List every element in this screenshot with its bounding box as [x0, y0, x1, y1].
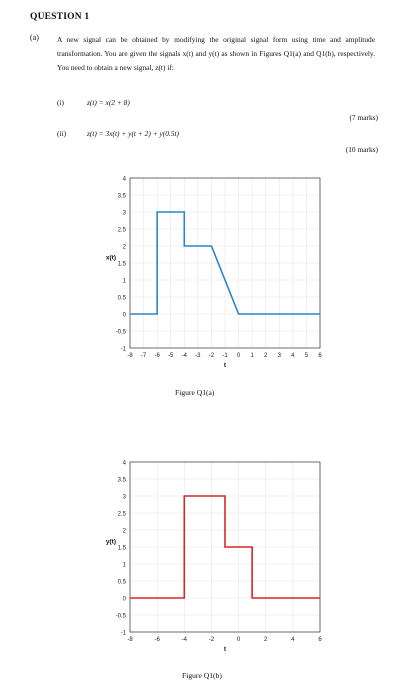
item-label-ii: (ii)	[57, 129, 67, 138]
y-tick-label: 1	[123, 563, 127, 569]
y-tick-label: 2	[123, 529, 127, 535]
y-tick-label: 2.5	[118, 228, 127, 234]
series-line	[130, 495, 320, 599]
figure-q1b-caption: Figure Q1(b)	[182, 671, 222, 680]
x-tick-label: -3	[195, 353, 201, 359]
question-heading: QUESTION 1	[30, 12, 90, 22]
x-tick-label: -4	[182, 353, 188, 359]
x-tick-label: 4	[291, 637, 295, 643]
y-tick-label: 3.5	[118, 478, 127, 484]
y-tick-label: 1.5	[118, 262, 127, 268]
x-tick-label: -1	[222, 353, 228, 359]
y-axis-label: y(t)	[106, 539, 116, 546]
x-tick-label: 0	[237, 353, 241, 359]
x-tick-label: 5	[305, 353, 309, 359]
x-tick-label: -2	[209, 353, 215, 359]
y-tick-label: 1	[123, 279, 127, 285]
equation-ii: z(t) = 3x(t) + y(t + 2) + y(0.5t)	[87, 129, 179, 138]
x-tick-label: -6	[154, 353, 160, 359]
x-axis-label: t	[224, 362, 227, 369]
y-tick-label: 4	[123, 177, 127, 183]
x-tick-label: -4	[182, 637, 188, 643]
x-tick-label: -5	[168, 353, 174, 359]
y-tick-label: 0	[123, 313, 127, 319]
y-tick-label: 0.5	[118, 296, 127, 302]
y-tick-label: -0.5	[116, 614, 127, 620]
y-tick-label: 3	[123, 211, 127, 217]
x-tick-label: 4	[291, 353, 295, 359]
equation-i: z(t) = x(2 + 8)	[87, 98, 130, 107]
item-label-i: (i)	[57, 98, 64, 107]
x-tick-label: 2	[264, 637, 268, 643]
x-tick-label: 1	[250, 353, 254, 359]
y-tick-label: -1	[121, 347, 127, 353]
figure-q1a-chart: -1 -0.5 0 0.5 1 1.5 2 2.5 3 3.5 4 -8 -7 -6 -5 -4 -3 -2 -1 0…	[106, 177, 322, 370]
y-tick-label: 4	[123, 461, 127, 467]
y-tick-label: 2.5	[118, 512, 127, 518]
plot-frame	[129, 461, 321, 633]
x-tick-label: 6	[318, 353, 322, 359]
y-tick-label: 3.5	[118, 194, 127, 200]
x-tick-label: -8	[127, 353, 133, 359]
y-tick-label: -0.5	[116, 330, 127, 336]
x-tick-label: 3	[278, 353, 282, 359]
plot-frame	[129, 177, 321, 349]
figure-q1b-chart: -1 -0.5 0 0.5 1 1.5 2 2.5 3 3.5 4 -8 -6 -4 -2 0 2 4 6 t y(t)	[106, 461, 322, 654]
series-line	[130, 211, 320, 315]
y-tick-label: -1	[121, 631, 127, 637]
x-tick-label: 2	[264, 353, 268, 359]
y-tick-label: 2	[123, 245, 127, 251]
y-tick-label: 3	[123, 495, 127, 501]
x-tick-label: -6	[154, 637, 160, 643]
y-tick-label: 1.5	[118, 546, 127, 552]
y-tick-label: 0.5	[118, 580, 127, 586]
question-intro: A new signal can be obtained by modifyin…	[57, 35, 375, 72]
y-tick-label: 0	[123, 597, 127, 603]
part-label: (a)	[30, 33, 39, 42]
x-tick-label: -2	[209, 637, 215, 643]
y-axis-label: x(t)	[106, 255, 116, 262]
x-tick-label: -7	[141, 353, 147, 359]
marks-i: (7 marks)	[349, 113, 378, 122]
figure-q1a-caption: Figure Q1(a)	[175, 388, 215, 397]
x-axis-label: t	[224, 646, 227, 653]
x-tick-label: 6	[318, 637, 322, 643]
marks-ii: (10 marks)	[345, 145, 378, 154]
x-tick-label: 0	[237, 637, 241, 643]
x-tick-label: -8	[127, 637, 133, 643]
